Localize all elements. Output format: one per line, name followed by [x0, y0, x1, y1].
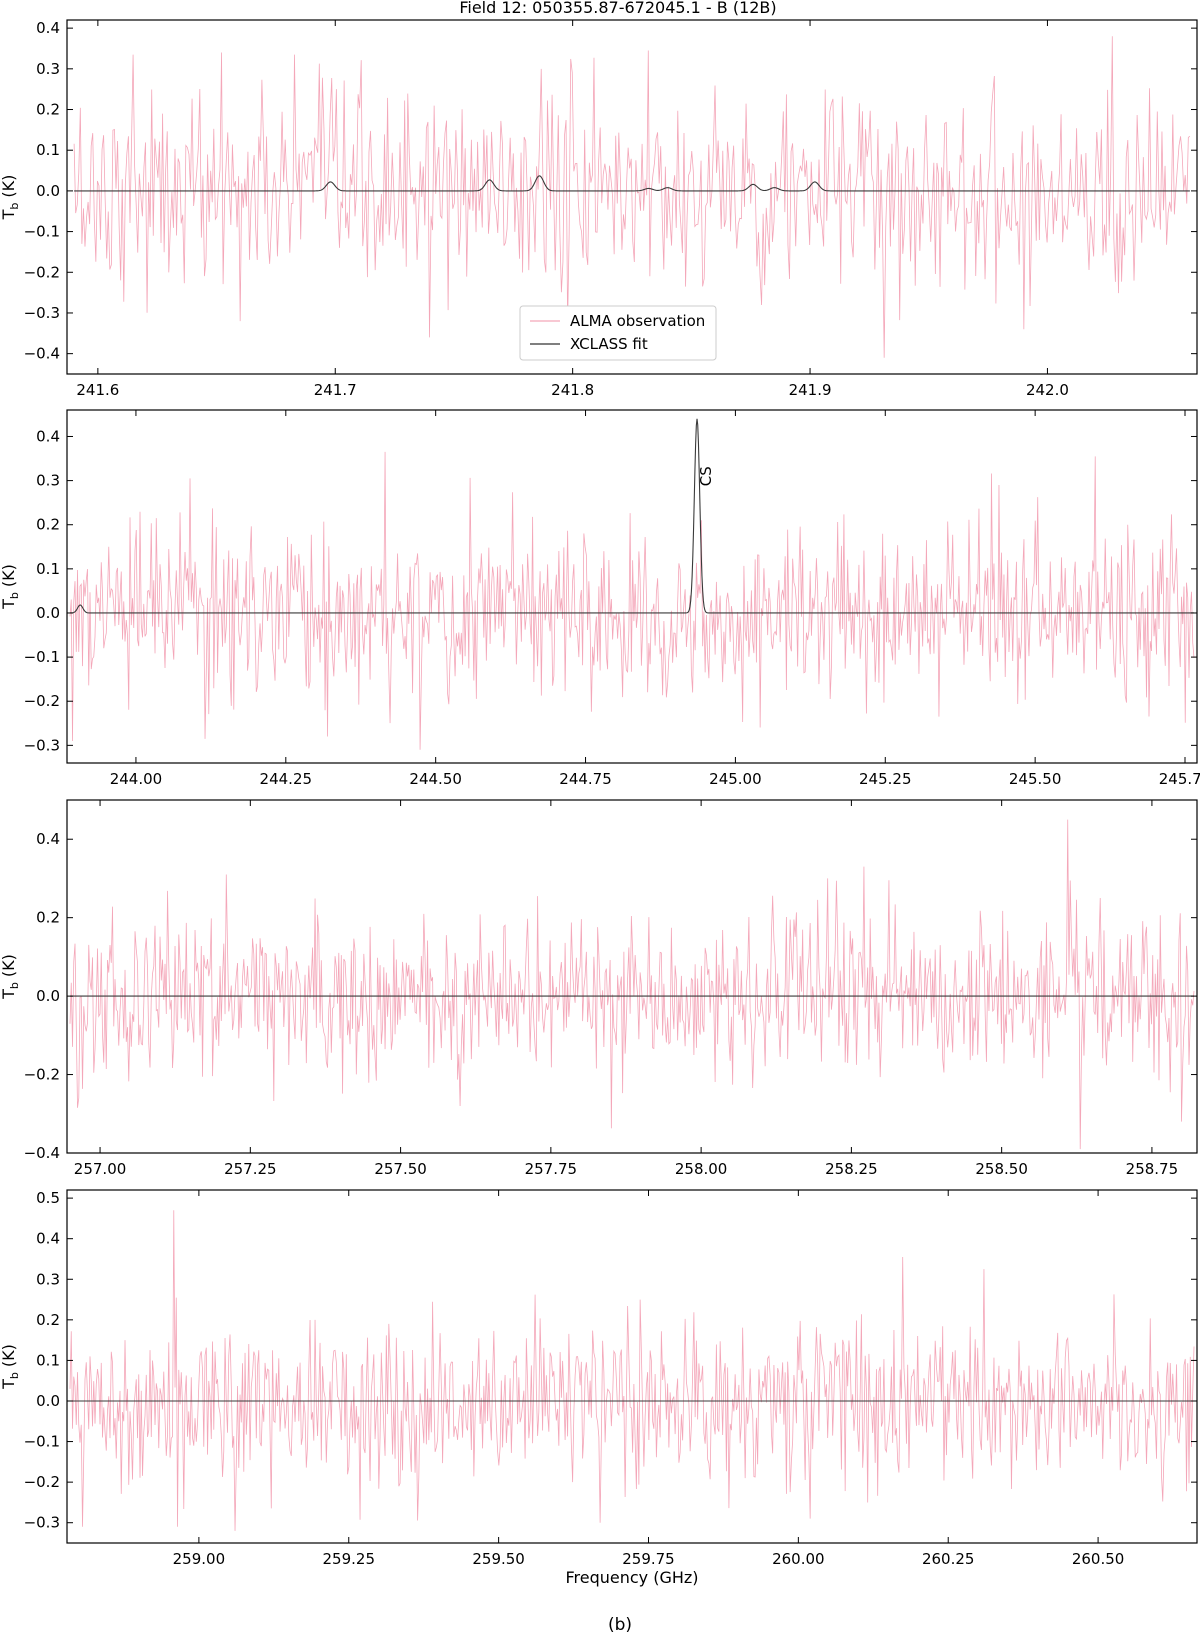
y-tick-label: 0.4 [36, 1230, 60, 1248]
y-label-subscript: b [8, 592, 21, 599]
x-tick-label: 245.50 [1009, 770, 1062, 788]
spectrum-panel-2: 244.00 244.25 244.50 244.75 245.00 245.25 245.… [0, 409, 1200, 788]
spectrum-panel-3: 257.00 257.25 257.50 257.75 258.00 258.25 258.… [0, 799, 1198, 1178]
y-label-symbol: T [0, 1379, 18, 1390]
y-tick-label: 0.2 [36, 516, 60, 534]
y-label-unit: (K) [0, 954, 18, 982]
x-tick-label: 258.50 [975, 1160, 1028, 1178]
y-tick-label: 0.1 [36, 141, 60, 159]
observation-series-2 [69, 451, 1195, 750]
y-label-symbol: T [0, 599, 18, 610]
observation-series-1 [73, 36, 1191, 358]
y-tick-label: 0.3 [36, 60, 60, 78]
y-tick-label: 0.0 [36, 987, 60, 1005]
x-tick-label: 241.8 [551, 381, 594, 399]
x-tick-label: 258.75 [1126, 1160, 1179, 1178]
y-axis-label: Tb (K) [0, 954, 21, 1000]
x-tick-label: 257.75 [525, 1160, 578, 1178]
y-tick-label: 0.0 [36, 1392, 60, 1410]
y-tick-label: 0.1 [36, 560, 60, 578]
x-tick-label: 257.25 [224, 1160, 277, 1178]
y-tick-label: −0.2 [24, 1473, 60, 1491]
y-label-subscript: b [8, 203, 21, 210]
x-tick-label: 245.00 [709, 770, 762, 788]
observation-series-4 [69, 1210, 1195, 1531]
x-tick-label: 241.9 [789, 381, 832, 399]
x-tick-label: 259.50 [472, 1550, 525, 1568]
y-tick-label: 0.1 [36, 1351, 60, 1369]
x-tick-label: 244.75 [559, 770, 612, 788]
y-axis-label: Tb (K) [0, 564, 21, 610]
legend: ALMA observation XCLASS fit [519, 305, 717, 361]
x-tick-label: 257.00 [74, 1160, 127, 1178]
spectrum-panels: 241.6 241.7 241.8 241.9 242.0 −0.4 −0.3 −0.2 −0.… [0, 19, 1200, 1568]
x-tick-label: 257.50 [374, 1160, 427, 1178]
spectrum-panel-1: 241.6 241.7 241.8 241.9 242.0 −0.4 −0.3 −0.2 −0.… [0, 19, 1198, 399]
x-tick-label: 241.7 [314, 381, 357, 399]
observation-series-3 [69, 819, 1195, 1150]
x-tick-label: 242.0 [1026, 381, 1069, 399]
y-tick-label: 0.3 [36, 1270, 60, 1288]
xclass-fit-series-2 [69, 418, 1194, 614]
x-tick-label: 260.50 [1072, 1550, 1125, 1568]
y-tick-label: 0.4 [36, 427, 60, 445]
x-tick-label: 258.25 [825, 1160, 878, 1178]
y-tick-label: 0.2 [36, 1311, 60, 1329]
y-tick-label: −0.2 [24, 1066, 60, 1084]
y-label-unit: (K) [0, 175, 18, 203]
y-tick-label: −0.3 [24, 304, 60, 322]
line-annotation: CS [697, 466, 715, 486]
legend-entry-label: ALMA observation [570, 312, 705, 330]
panel-frame-1 [66, 19, 1198, 375]
x-tick-label: 258.00 [675, 1160, 728, 1178]
x-tick-label: 260.00 [772, 1550, 825, 1568]
y-label-subscript: b [8, 1372, 21, 1379]
y-tick-label: −0.1 [24, 223, 60, 241]
x-tick-label: 245.75 [1159, 770, 1200, 788]
panel-frame-3 [66, 799, 1198, 1154]
y-tick-label: 0.5 [36, 1189, 60, 1207]
legend-box [519, 305, 717, 361]
x-tick-label: 244.50 [409, 770, 462, 788]
x-tick-label: 259.75 [622, 1550, 675, 1568]
y-tick-label: 0.4 [36, 19, 60, 37]
y-label-unit: (K) [0, 564, 18, 592]
y-tick-label: −0.2 [24, 263, 60, 281]
y-axis-label: Tb (K) [0, 1344, 21, 1390]
x-axis-label: Frequency (GHz) [565, 1568, 698, 1587]
x-tick-label: 244.00 [110, 770, 163, 788]
y-label-unit: (K) [0, 1344, 18, 1372]
x-tick-label: 244.25 [260, 770, 313, 788]
spectrum-panel-4: 259.00 259.25 259.50 259.75 260.00 260.25 260.… [0, 1189, 1198, 1568]
y-tick-label: 0.0 [36, 604, 60, 622]
y-tick-label: −0.3 [24, 1514, 60, 1532]
y-tick-label: 0.2 [36, 909, 60, 927]
x-tick-label: 260.25 [922, 1550, 975, 1568]
y-tick-label: −0.4 [24, 345, 60, 363]
x-tick-label: 245.25 [859, 770, 912, 788]
y-axis-label: Tb (K) [0, 175, 21, 221]
y-tick-label: −0.1 [24, 1433, 60, 1451]
x-tick-label: 241.6 [76, 381, 119, 399]
figure-caption: (b) [608, 1615, 632, 1634]
y-tick-label: −0.1 [24, 648, 60, 666]
y-tick-label: −0.2 [24, 692, 60, 710]
y-tick-label: 0.3 [36, 472, 60, 490]
y-tick-label: 0.4 [36, 830, 60, 848]
panel-frame-4 [66, 1189, 1198, 1544]
y-tick-label: 0.0 [36, 182, 60, 200]
y-tick-label: −0.4 [24, 1144, 60, 1162]
y-tick-label: 0.2 [36, 101, 60, 119]
y-label-symbol: T [0, 209, 18, 220]
legend-entry-label: XCLASS fit [570, 335, 648, 353]
x-tick-label: 259.00 [173, 1550, 226, 1568]
y-label-symbol: T [0, 989, 18, 1000]
y-label-subscript: b [8, 982, 21, 989]
panel-frame-2 [66, 409, 1198, 764]
x-tick-label: 259.25 [323, 1550, 376, 1568]
figure-title: Field 12: 050355.87-672045.1 - B (12B) [459, 0, 776, 17]
xclass-fit-series-1 [74, 175, 1190, 192]
y-tick-label: −0.3 [24, 736, 60, 754]
